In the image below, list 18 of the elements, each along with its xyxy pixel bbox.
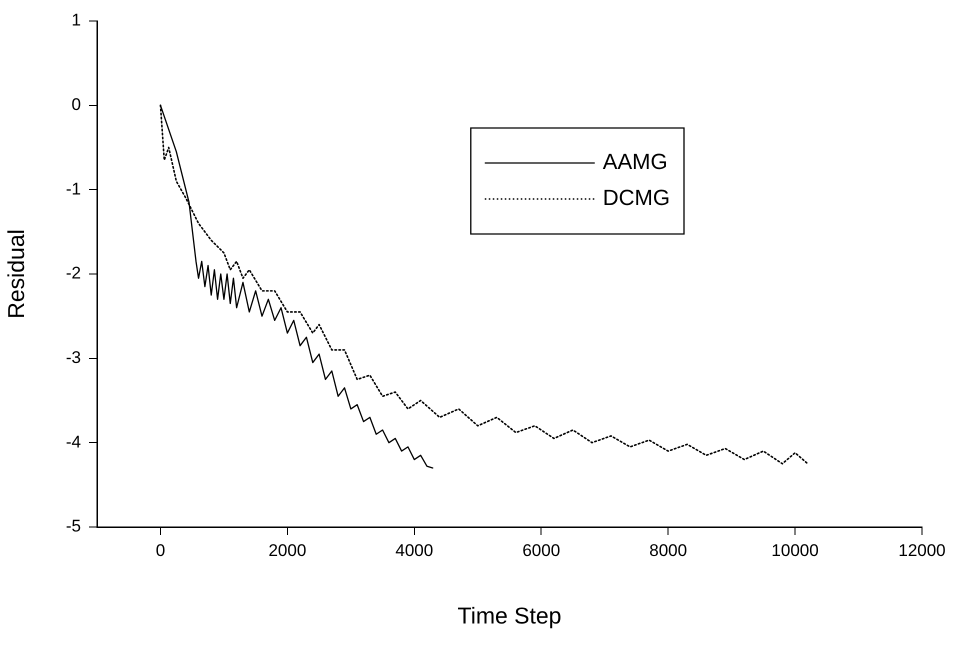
x-axis-title: Time Step <box>458 602 562 629</box>
y-tick-label: 1 <box>72 10 81 30</box>
y-tick-label: -4 <box>66 432 81 452</box>
y-tick-label: -2 <box>66 264 81 283</box>
y-tick-label: -3 <box>66 348 81 368</box>
legend-label: AAMG <box>602 149 668 174</box>
y-axis-title: Residual <box>3 229 30 319</box>
y-tick-label: -1 <box>66 179 81 198</box>
legend-label: DCMG <box>602 185 670 210</box>
x-tick-label: 0 <box>156 540 166 560</box>
y-tick-label: 0 <box>72 95 81 114</box>
y-tick-label: -5 <box>66 516 81 536</box>
x-tick-label: 10000 <box>771 540 819 560</box>
x-tick-label: 12000 <box>898 540 946 560</box>
x-tick-label: 8000 <box>649 540 688 560</box>
x-tick-label: 4000 <box>395 540 434 560</box>
x-tick-label: 6000 <box>522 540 560 560</box>
x-tick-label: 2000 <box>268 540 306 560</box>
